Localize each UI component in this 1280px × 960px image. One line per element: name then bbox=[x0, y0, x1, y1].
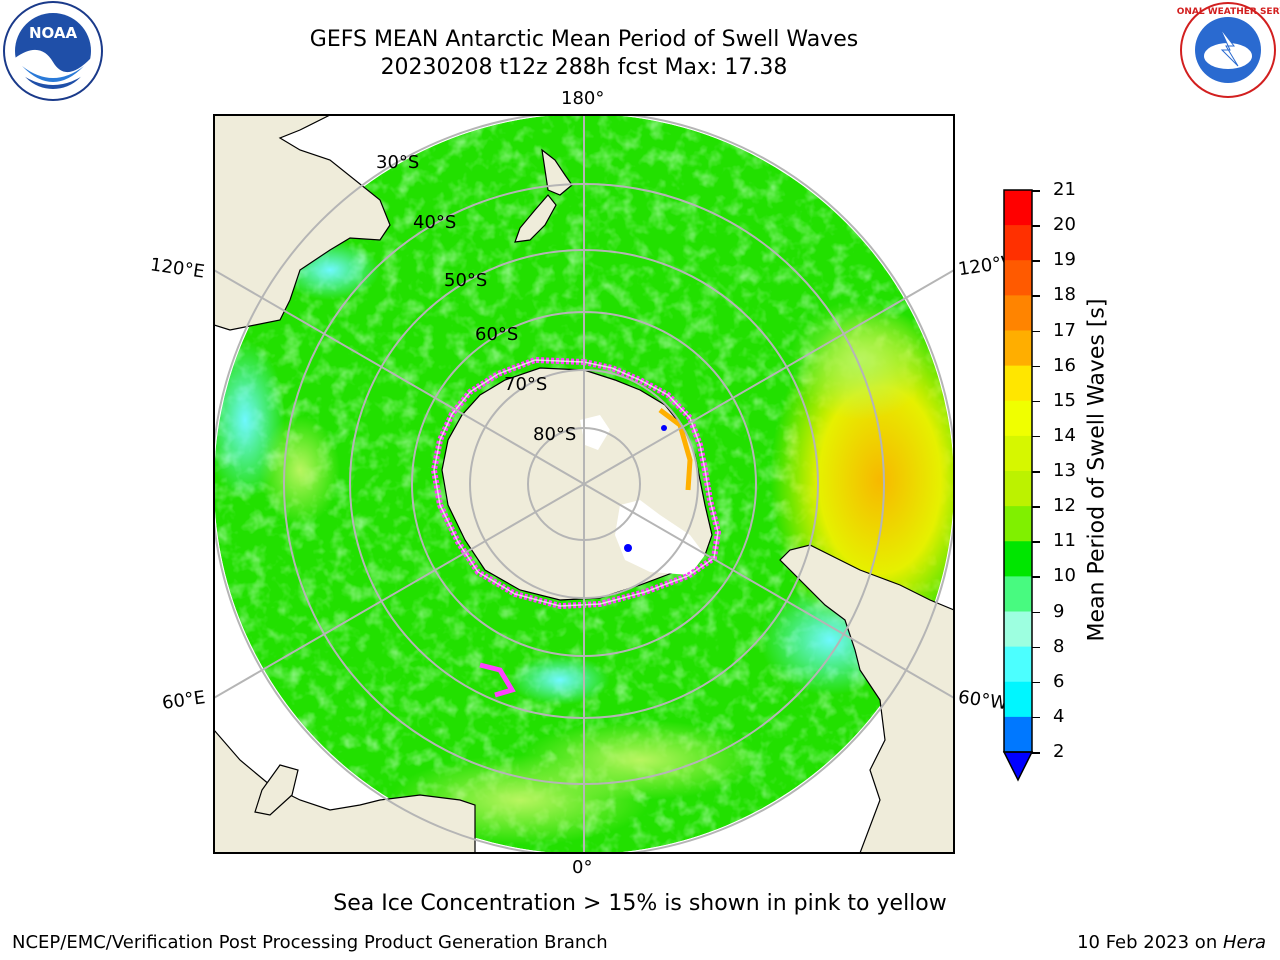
colorbar-tick-label: 2 bbox=[1053, 741, 1065, 762]
colorbar-tick-label: 17 bbox=[1053, 319, 1076, 341]
ross-ice-shelf bbox=[615, 500, 705, 575]
colorbar-tick-label: 21 bbox=[1053, 179, 1076, 200]
colorbar-tick-mark bbox=[1032, 295, 1040, 297]
colorbar-tick-label: 18 bbox=[1053, 284, 1076, 306]
colorbar-tick-label: 19 bbox=[1053, 249, 1076, 271]
colorbar-band bbox=[1004, 646, 1032, 683]
colorbar-tick-label: 6 bbox=[1053, 670, 1065, 692]
colorbar-band bbox=[1004, 541, 1032, 577]
colorbar-tick-mark bbox=[1032, 541, 1040, 543]
colorbar-band bbox=[1004, 365, 1032, 402]
lon-label-180: 180° bbox=[561, 88, 605, 109]
colorbar-tick-label: 8 bbox=[1053, 635, 1065, 657]
page-title: GEFS MEAN Antarctic Mean Period of Swell… bbox=[309, 27, 859, 52]
footer-date-text: 10 Feb 2023 on bbox=[1077, 932, 1223, 953]
colorbar-tick-label: 9 bbox=[1053, 600, 1065, 622]
colorbar-tick-mark bbox=[1032, 471, 1040, 473]
colorbar-tick-mark bbox=[1032, 611, 1040, 613]
colorbar-tick-mark bbox=[1032, 190, 1040, 192]
lat-label-70s: 70°S bbox=[504, 374, 548, 395]
colorbar-band bbox=[1004, 681, 1032, 718]
colorbar-band bbox=[1004, 435, 1032, 472]
colorbar-tick-label: 11 bbox=[1053, 530, 1076, 552]
page-subtitle: 20230208 t12z 288h fcst Max: 17.38 bbox=[380, 55, 788, 80]
colorbar-band bbox=[1004, 295, 1032, 331]
svg-text:NATIONAL WEATHER SERVICE: NATIONAL WEATHER SERVICE bbox=[1176, 7, 1280, 17]
colorbar-tick-mark bbox=[1032, 752, 1040, 754]
lat-label-30s: 30°S bbox=[376, 152, 420, 173]
svg-text:NOAA: NOAA bbox=[29, 24, 78, 42]
colorbar-title: Mean Period of Swell Waves [s] bbox=[1084, 298, 1110, 642]
sea-ice-thick bbox=[658, 408, 693, 491]
sea-ice-patch bbox=[479, 662, 516, 698]
colorbar-tick-label: 16 bbox=[1053, 354, 1076, 376]
colorbar-band bbox=[1004, 611, 1032, 648]
colorbar-tick-label: 13 bbox=[1053, 460, 1076, 481]
colorbar-tick-label: 15 bbox=[1053, 389, 1076, 411]
colorbar-tick-mark bbox=[1032, 260, 1040, 262]
colorbar-tick-mark bbox=[1032, 576, 1040, 578]
colorbar-tick-label: 4 bbox=[1053, 705, 1065, 727]
colorbar-band bbox=[1004, 400, 1032, 437]
lat-label-80s: 80°S bbox=[533, 424, 577, 445]
footer-date: 10 Feb 2023 on Hera bbox=[1077, 932, 1266, 953]
colorbar-band bbox=[1004, 190, 1032, 226]
weddell-ice-shelf bbox=[580, 415, 610, 450]
footer-machine: Hera bbox=[1222, 932, 1266, 953]
colorbar-band bbox=[1004, 260, 1032, 296]
colorbar-tick-mark bbox=[1032, 506, 1040, 508]
colorbar-tick-label: 14 bbox=[1053, 424, 1076, 446]
noaa-logo: NOAA bbox=[3, 1, 103, 101]
colorbar-tick-label: 10 bbox=[1053, 565, 1076, 587]
lat-label-50s: 50°S bbox=[444, 270, 488, 291]
colorbar-tick-label: 20 bbox=[1053, 214, 1076, 236]
colorbar-extend-arrow bbox=[1002, 751, 1034, 782]
colorbar-band bbox=[1004, 576, 1032, 612]
footer-credit: NCEP/EMC/Verification Post Processing Pr… bbox=[12, 932, 608, 953]
colorbar-tick-mark bbox=[1032, 365, 1040, 368]
colorbar-band bbox=[1004, 716, 1032, 753]
colorbar-tick-mark bbox=[1032, 225, 1040, 227]
graticule bbox=[214, 115, 954, 853]
map-frame bbox=[213, 114, 955, 854]
colorbar-tick-label: 12 bbox=[1053, 495, 1076, 517]
colorbar-tick-mark bbox=[1032, 646, 1040, 649]
lat-label-60s: 60°S bbox=[475, 324, 519, 345]
colorbar-band bbox=[1004, 225, 1032, 261]
colorbar-band bbox=[1004, 330, 1032, 367]
colorbar-tick-mark bbox=[1032, 330, 1040, 332]
colorbar-band bbox=[1004, 471, 1032, 507]
nws-logo: NATIONAL WEATHER SERVICE bbox=[1176, 2, 1280, 98]
colorbar bbox=[1002, 189, 1034, 782]
colorbar-tick-mark bbox=[1032, 716, 1040, 719]
colorbar-band bbox=[1004, 506, 1032, 542]
lon-label-0: 0° bbox=[572, 857, 593, 878]
colorbar-tick-mark bbox=[1032, 435, 1040, 438]
lat-label-40s: 40°S bbox=[413, 212, 457, 233]
colorbar-tick-mark bbox=[1032, 400, 1040, 403]
colorbar-tick-mark bbox=[1032, 681, 1040, 684]
sea-ice-note: Sea Ice Concentration > 15% is shown in … bbox=[333, 891, 947, 916]
